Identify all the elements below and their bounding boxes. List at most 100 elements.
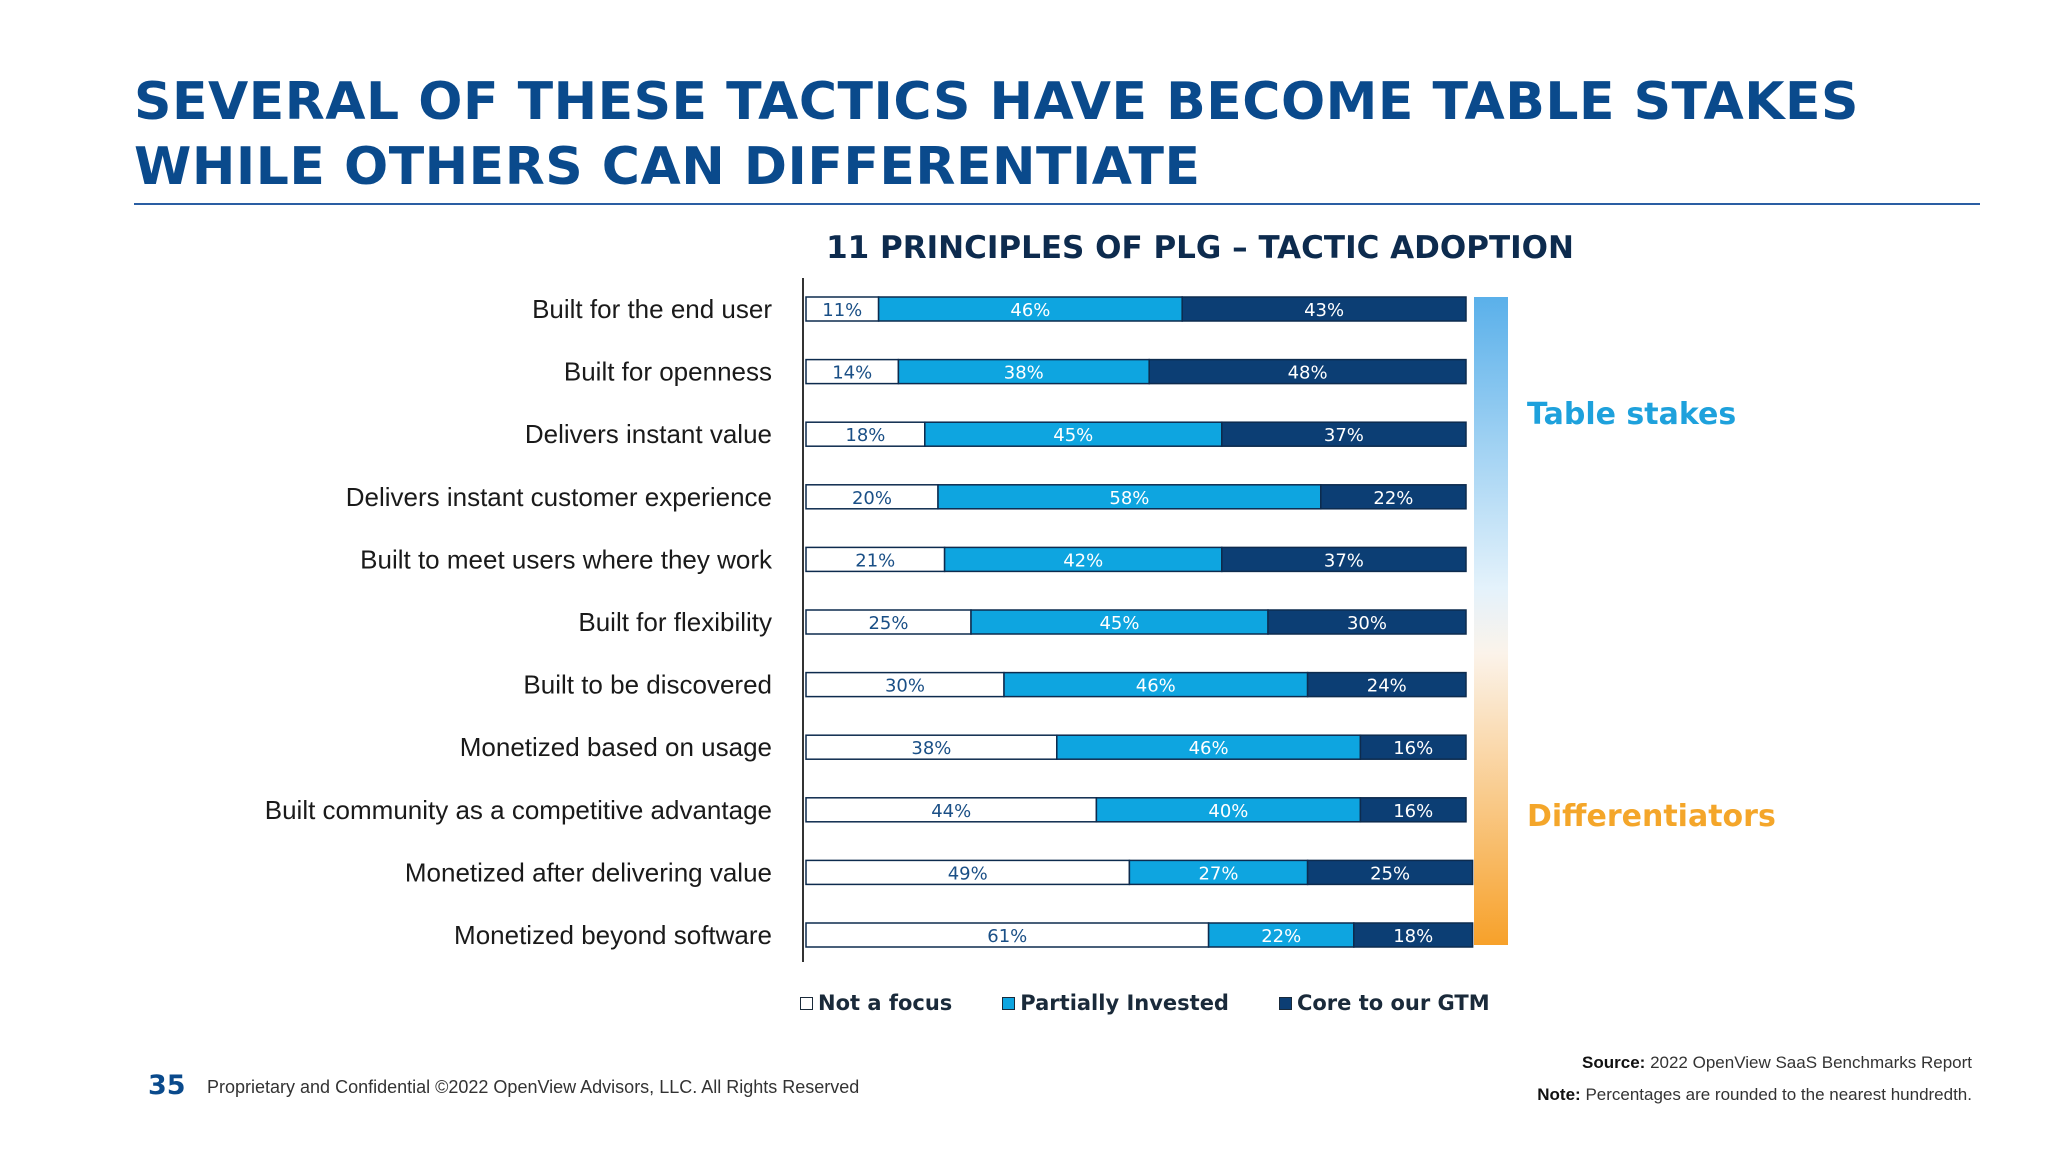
bar-not-a-focus bbox=[805, 671, 1005, 698]
chart-title: 11 PRINCIPLES OF PLG – TACTIC ADOPTION bbox=[826, 230, 1574, 266]
bar-core-to-gtm bbox=[1181, 296, 1467, 322]
bar-core-to-gtm bbox=[1306, 671, 1467, 698]
data-label-not-a-focus: 18% bbox=[845, 425, 885, 446]
bar-partially-invested bbox=[1128, 859, 1309, 886]
bar-core-to-gtm bbox=[1320, 484, 1467, 510]
data-label-core-to-gtm: 16% bbox=[1393, 738, 1433, 759]
data-label-not-a-focus: 38% bbox=[911, 738, 951, 759]
bar-row: Monetized based on usage 38% 46% 16% bbox=[460, 732, 1467, 762]
legend-swatch-core-to-gtm bbox=[1278, 996, 1292, 1010]
bar-partially-invested bbox=[1003, 671, 1309, 698]
bar-partially-invested bbox=[943, 546, 1223, 573]
data-label-not-a-focus: 30% bbox=[885, 676, 925, 697]
data-label-partially-invested: 46% bbox=[1136, 676, 1176, 697]
bar-core-to-gtm bbox=[1221, 421, 1467, 447]
bar-core-to-gtm bbox=[1221, 546, 1467, 573]
legend-label-not-a-focus: Not a focus bbox=[818, 991, 953, 1015]
data-label-core-to-gtm: 30% bbox=[1347, 613, 1387, 634]
bar-not-a-focus bbox=[805, 358, 900, 385]
data-label-not-a-focus: 61% bbox=[987, 926, 1027, 947]
bar-row: Built for openness 14% 38% 48% bbox=[564, 357, 1467, 387]
data-label-partially-invested: 46% bbox=[1189, 738, 1229, 759]
bar-row: Delivers instant value 18% 45% 37% bbox=[525, 419, 1467, 449]
bar-not-a-focus bbox=[805, 859, 1131, 886]
bar-partially-invested bbox=[1056, 734, 1362, 760]
bar-not-a-focus bbox=[805, 922, 1210, 948]
bar-not-a-focus bbox=[805, 484, 939, 510]
note-label: Note: bbox=[1537, 1085, 1581, 1104]
legend-label-partially-invested: Partially Invested bbox=[1020, 991, 1229, 1015]
bar-row: Monetized after delivering value 49% 27% 25… bbox=[405, 857, 1474, 887]
category-label: Monetized after delivering value bbox=[405, 857, 772, 887]
category-label: Built for flexibility bbox=[578, 607, 772, 637]
title-divider bbox=[134, 203, 1980, 205]
data-label-partially-invested: 22% bbox=[1261, 926, 1301, 947]
category-label: Built community as a competitive advanta… bbox=[265, 795, 772, 825]
data-label-partially-invested: 38% bbox=[1004, 363, 1044, 384]
bar-partially-invested bbox=[970, 609, 1269, 635]
bar-core-to-gtm bbox=[1359, 797, 1467, 823]
category-label: Built for openness bbox=[564, 357, 772, 387]
slide-title-line-2: WHILE OTHERS CAN DIFFERENTIATE bbox=[134, 137, 1201, 197]
bar-core-to-gtm bbox=[1359, 734, 1467, 760]
data-label-partially-invested: 42% bbox=[1063, 550, 1103, 571]
legend-swatch-not-a-focus bbox=[800, 996, 813, 1010]
data-label-not-a-focus: 21% bbox=[855, 550, 895, 571]
bar-core-to-gtm bbox=[1267, 609, 1467, 635]
slide-title-line-1: SEVERAL OF THESE TACTICS HAVE BECOME TAB… bbox=[134, 72, 1859, 132]
category-label: Delivers instant customer experience bbox=[346, 482, 772, 512]
data-label-core-to-gtm: 37% bbox=[1324, 550, 1364, 571]
bar-row: Delivers instant customer experience 20% 5… bbox=[346, 482, 1467, 512]
source-note-block: Source: 2022 OpenView SaaS Benchmarks Re… bbox=[1537, 1047, 1972, 1111]
bar-row: Built community as a competitive advanta… bbox=[265, 795, 1467, 825]
bar-core-to-gtm bbox=[1353, 922, 1474, 948]
data-label-partially-invested: 40% bbox=[1208, 801, 1248, 822]
category-label: Monetized beyond software bbox=[454, 920, 772, 950]
slide-title: SEVERAL OF THESE TACTICS HAVE BECOME TAB… bbox=[134, 70, 1934, 200]
category-label: Built to be discovered bbox=[523, 670, 772, 700]
data-label-not-a-focus: 25% bbox=[868, 613, 908, 634]
source-text: 2022 OpenView SaaS Benchmarks Report bbox=[1650, 1053, 1972, 1072]
data-label-not-a-focus: 44% bbox=[931, 801, 971, 822]
data-label-not-a-focus: 14% bbox=[832, 363, 872, 384]
bar-not-a-focus bbox=[805, 797, 1098, 823]
bar-partially-invested bbox=[877, 296, 1183, 322]
bar-row: Built to meet users where they work 21% 42… bbox=[360, 544, 1467, 574]
category-label: Delivers instant value bbox=[525, 419, 772, 449]
data-label-core-to-gtm: 48% bbox=[1288, 363, 1328, 384]
data-label-not-a-focus: 11% bbox=[822, 300, 862, 321]
legend-item-not-a-focus: Not a focus bbox=[800, 991, 952, 1015]
data-label-partially-invested: 46% bbox=[1010, 300, 1050, 321]
bar-core-to-gtm bbox=[1306, 859, 1474, 886]
bars-layer: Built for the end user 11% 46% 43% Built for… bbox=[265, 294, 1474, 950]
data-label-core-to-gtm: 18% bbox=[1393, 926, 1433, 947]
data-label-partially-invested: 58% bbox=[1109, 488, 1149, 509]
data-label-core-to-gtm: 24% bbox=[1367, 676, 1407, 697]
note-line: Note: Percentages are rounded to the nea… bbox=[1537, 1079, 1972, 1111]
category-label: Monetized based on usage bbox=[460, 732, 772, 762]
bar-row: Monetized beyond software 61% 22% 18% bbox=[454, 920, 1474, 950]
legend-label-core-to-gtm: Core to our GTM bbox=[1296, 991, 1490, 1015]
category-label: Built for the end user bbox=[532, 294, 772, 324]
table-stakes-to-differentiators-scale bbox=[1474, 297, 1508, 945]
category-label: Built to meet users where they work bbox=[360, 544, 773, 574]
note-text: Percentages are rounded to the nearest h… bbox=[1585, 1085, 1972, 1104]
chart-legend: Not a focus Partially Invested Core to o… bbox=[800, 987, 1540, 1019]
data-label-core-to-gtm: 25% bbox=[1370, 863, 1410, 884]
data-label-partially-invested: 45% bbox=[1053, 425, 1093, 446]
source-line: Source: 2022 OpenView SaaS Benchmarks Re… bbox=[1537, 1047, 1972, 1079]
differentiators-label: Differentiators bbox=[1527, 799, 1776, 834]
source-label: Source: bbox=[1582, 1053, 1646, 1072]
bar-not-a-focus bbox=[805, 734, 1058, 760]
bar-row: Built for flexibility 25% 45% 30% bbox=[578, 607, 1467, 637]
bar-core-to-gtm bbox=[1148, 358, 1467, 385]
data-label-core-to-gtm: 43% bbox=[1304, 300, 1344, 321]
data-label-core-to-gtm: 22% bbox=[1373, 488, 1413, 509]
data-label-partially-invested: 45% bbox=[1099, 613, 1139, 634]
page-number: 35 bbox=[148, 1070, 186, 1101]
data-label-core-to-gtm: 37% bbox=[1324, 425, 1364, 446]
data-label-core-to-gtm: 16% bbox=[1393, 801, 1433, 822]
legend-swatch-partially-invested bbox=[1002, 996, 1016, 1010]
